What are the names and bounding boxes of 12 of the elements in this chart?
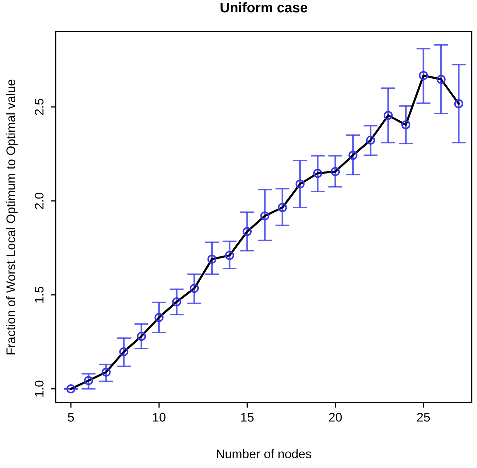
y-axis-title: Fraction of Worst Local Optimum to Optimal value <box>6 80 18 355</box>
x-tick-label: 20 <box>329 413 342 422</box>
x-tick-label: 15 <box>241 413 254 422</box>
y-tick-label: 1.5 <box>35 286 44 303</box>
y-tick-label: 1.0 <box>34 380 44 397</box>
x-tick-label: 25 <box>417 413 430 422</box>
y-tick-label: 2.0 <box>34 192 44 210</box>
x-tick-label: 5 <box>68 413 74 422</box>
chart-title: Uniform case <box>220 2 308 13</box>
x-axis-title: Number of nodes <box>217 449 312 459</box>
y-tick-label: 2.5 <box>34 99 44 116</box>
x-tick-label: 10 <box>153 413 166 422</box>
